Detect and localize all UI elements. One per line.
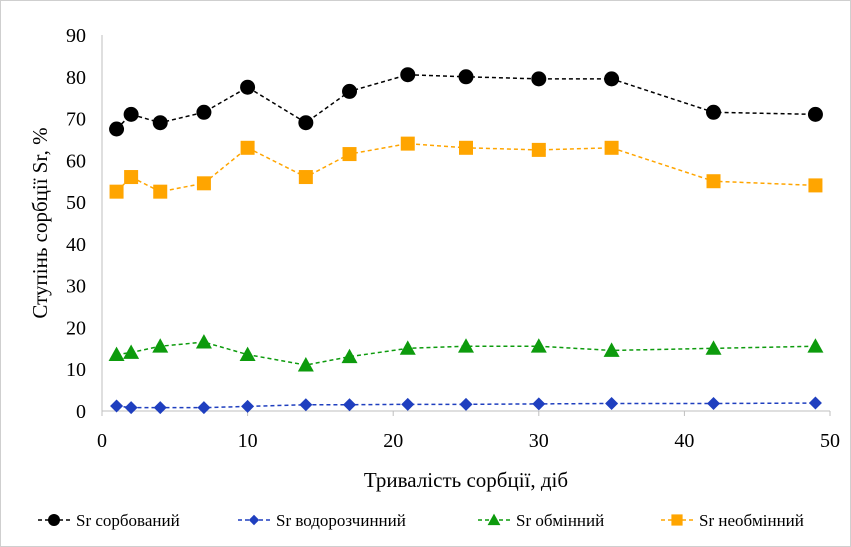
data-point — [400, 136, 415, 151]
data-point — [808, 396, 822, 410]
data-point — [342, 83, 358, 99]
x-tick-label: 0 — [97, 430, 107, 452]
y-tick-label: 10 — [66, 359, 86, 381]
data-point — [532, 397, 546, 411]
legend-marker — [487, 513, 501, 526]
x-axis-title: Тривалість сорбції, діб — [364, 468, 568, 492]
y-tick-label: 20 — [66, 317, 86, 339]
data-point — [153, 184, 168, 199]
data-point — [123, 106, 139, 122]
data-point — [152, 115, 168, 131]
data-point — [123, 344, 140, 359]
plot-area — [108, 67, 824, 415]
data-point — [605, 396, 619, 410]
data-point — [195, 334, 212, 349]
data-point — [342, 147, 357, 162]
y-tick-label: 60 — [66, 150, 86, 172]
data-point — [603, 342, 620, 357]
legend-item: Sr необмінний — [661, 511, 804, 530]
data-point — [241, 399, 255, 413]
y-tick-label: 90 — [66, 25, 86, 47]
legend-marker — [48, 514, 60, 526]
legend-item: Sr обмінний — [478, 511, 604, 530]
data-point — [108, 346, 125, 361]
data-point — [459, 397, 473, 411]
data-point — [458, 69, 474, 85]
data-point — [399, 340, 416, 355]
data-point — [196, 104, 212, 120]
series-2 — [108, 334, 824, 372]
data-point — [196, 176, 211, 191]
y-tick-label: 70 — [66, 109, 86, 131]
x-tick-label: 10 — [238, 430, 258, 452]
y-tick-label: 0 — [76, 401, 86, 423]
data-point — [400, 67, 416, 83]
data-point — [297, 357, 314, 372]
legend-label: Sr водорозчинний — [276, 511, 406, 530]
data-point — [153, 401, 167, 415]
data-point — [458, 338, 474, 353]
data-point — [298, 115, 314, 131]
data-point — [706, 104, 722, 120]
y-tick-label: 80 — [66, 67, 86, 89]
data-point — [604, 140, 619, 155]
data-point — [604, 71, 620, 87]
data-point — [109, 184, 124, 199]
data-point — [531, 71, 547, 87]
data-point — [240, 140, 255, 155]
data-point — [807, 106, 823, 122]
data-point — [343, 398, 357, 412]
y-tick-label: 40 — [66, 234, 86, 256]
legend-marker — [248, 514, 260, 526]
data-point — [807, 338, 824, 353]
x-tick-label: 20 — [383, 430, 403, 452]
data-point — [110, 399, 124, 413]
x-tick-label: 30 — [529, 430, 549, 452]
y-tick-label: 30 — [66, 276, 86, 298]
legend-marker — [671, 514, 683, 526]
data-point — [152, 338, 169, 353]
data-point — [239, 346, 256, 361]
data-point — [298, 170, 313, 185]
data-point — [706, 174, 721, 189]
data-point — [341, 348, 358, 364]
data-point — [197, 401, 211, 415]
legend-label: Sr необмінний — [699, 511, 804, 530]
y-axis-title: Ступінь сорбції Sr, % — [28, 127, 52, 318]
data-point — [459, 140, 473, 155]
series-1 — [110, 396, 822, 415]
x-tick-label: 50 — [820, 430, 840, 452]
data-point — [531, 142, 546, 157]
y-tick-label: 50 — [66, 192, 86, 214]
legend-item: Sr водорозчинний — [238, 511, 406, 530]
legend-label: Sr обмінний — [516, 511, 604, 530]
x-tick-label: 40 — [674, 430, 694, 452]
data-point — [124, 401, 138, 415]
data-point — [401, 397, 415, 411]
data-point — [707, 396, 721, 410]
data-point — [240, 79, 256, 95]
data-point — [808, 178, 823, 193]
series-3 — [109, 136, 823, 199]
legend-item: Sr сорбований — [38, 511, 180, 530]
axes: 0 10 20 30 40 50 60 70 80 90 0 10 20 30 40 50 — [66, 25, 840, 452]
data-point — [530, 338, 547, 353]
data-point — [299, 398, 313, 412]
data-point — [124, 170, 139, 185]
series-0 — [109, 67, 823, 137]
legend: Sr сорбований Sr водорозчинний Sr обмінний… — [38, 511, 804, 530]
legend-label: Sr сорбований — [76, 511, 180, 530]
data-point — [705, 340, 722, 355]
data-point — [109, 121, 125, 137]
